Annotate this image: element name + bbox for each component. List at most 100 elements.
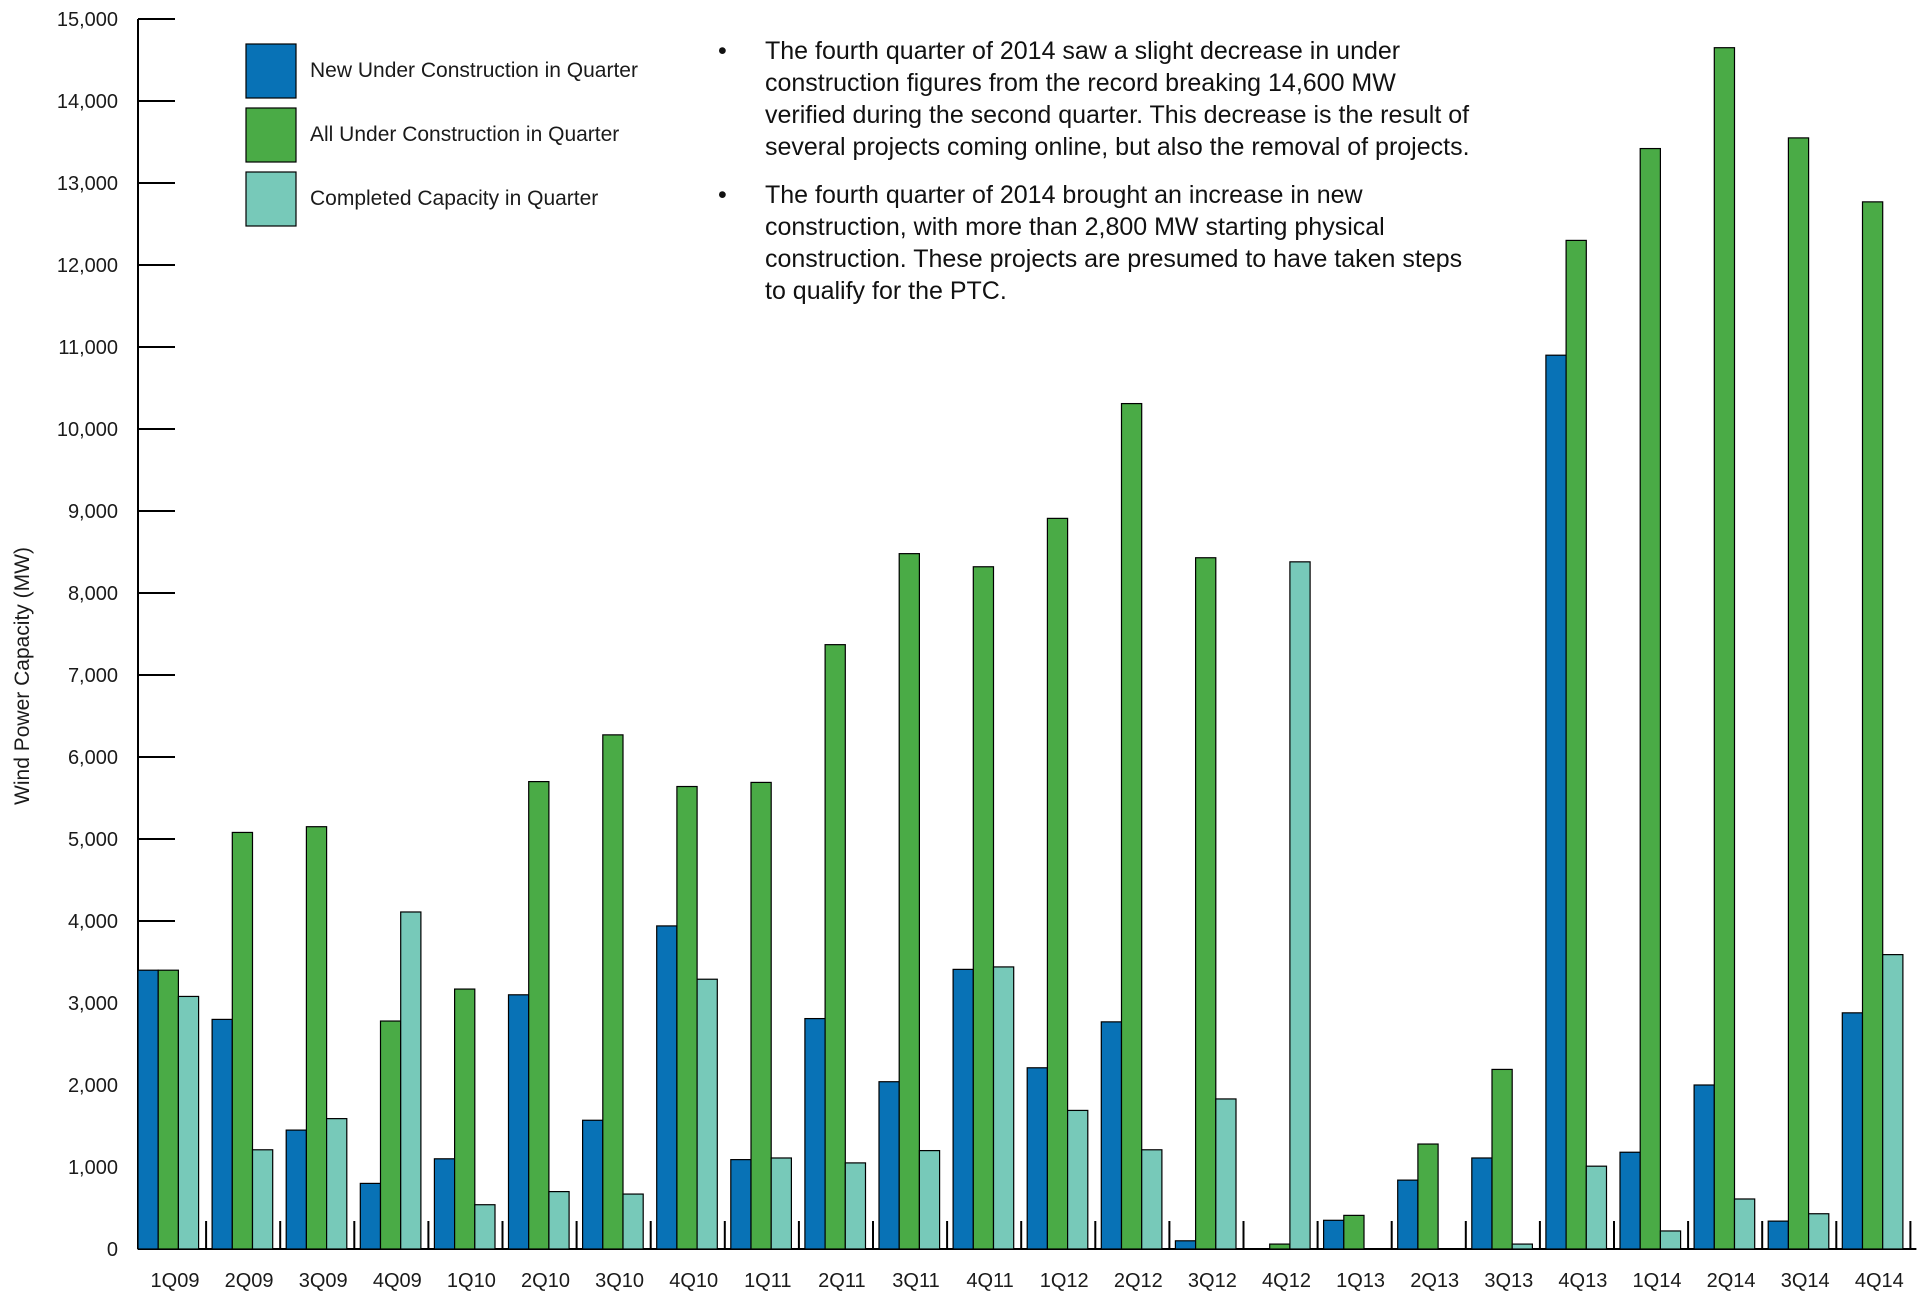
x-tick-label: 3Q12 <box>1188 1270 1237 1292</box>
bar-3Q14-series-2 <box>1787 137 1810 1250</box>
bar-2Q14-series-2 <box>1713 47 1736 1250</box>
bar-4Q14-series-2 <box>1861 201 1884 1250</box>
x-tick-label: 2Q14 <box>1707 1270 1756 1292</box>
bar-3Q09-series-2 <box>305 826 328 1250</box>
bar-2Q11-series-3 <box>844 1162 867 1250</box>
x-tick-label: 4Q10 <box>669 1270 718 1292</box>
legend-swatch <box>245 43 297 99</box>
y-tick-label: 7,000 <box>68 665 118 687</box>
x-tick-label: 2Q12 <box>1114 1270 1163 1292</box>
bar-3Q10-series-3 <box>622 1193 644 1250</box>
bar-1Q14-series-1 <box>1619 1151 1641 1250</box>
bar-1Q14-series-2 <box>1639 147 1661 1250</box>
bar-1Q11-series-3 <box>770 1157 793 1250</box>
note-bullet: • <box>718 37 727 65</box>
bar-4Q10-series-2 <box>676 785 698 1250</box>
bar-3Q11-series-3 <box>918 1149 941 1250</box>
x-tick-label: 4Q11 <box>966 1270 1013 1292</box>
x-tick-label: 1Q10 <box>447 1270 496 1292</box>
x-tick-label: 3Q09 <box>299 1270 348 1292</box>
x-tick-label: 1Q11 <box>744 1270 791 1292</box>
x-tick-label: 1Q14 <box>1633 1270 1682 1292</box>
bar-3Q12-series-2 <box>1194 557 1217 1250</box>
bar-3Q09-series-3 <box>326 1118 348 1250</box>
y-tick-label: 5,000 <box>68 829 118 851</box>
y-tick-label: 14,000 <box>57 91 118 113</box>
y-axis-title: Wind Power Capacity (MW) <box>11 547 34 805</box>
bar-2Q12-series-3 <box>1141 1149 1163 1250</box>
bar-3Q13-series-2 <box>1491 1068 1513 1250</box>
note-bullet: • <box>718 181 727 209</box>
y-tick-label: 9,000 <box>68 501 118 523</box>
bar-2Q12-series-1 <box>1100 1021 1123 1250</box>
bar-2Q14-series-1 <box>1693 1084 1715 1250</box>
note-line: to qualify for the PTC. <box>765 277 1007 305</box>
bar-4Q12-series-3 <box>1289 561 1311 1250</box>
x-tick-label: 4Q12 <box>1262 1270 1311 1292</box>
x-tick-label: 4Q09 <box>373 1270 422 1292</box>
x-tick-label: 2Q10 <box>521 1270 570 1292</box>
legend-swatch <box>245 107 297 163</box>
y-tick-label: 10,000 <box>57 419 118 441</box>
bar-2Q10-series-3 <box>548 1190 570 1250</box>
x-tick-label: 1Q09 <box>151 1270 200 1292</box>
note-line: verified during the second quarter. This… <box>765 101 1469 129</box>
x-tick-label: 4Q13 <box>1558 1270 1607 1292</box>
x-tick-label: 2Q11 <box>818 1270 865 1292</box>
bar-4Q12-series-2 <box>1269 1243 1291 1250</box>
x-tick-label: 3Q11 <box>892 1270 939 1292</box>
bar-4Q13-series-1 <box>1545 354 1567 1250</box>
y-tick-label: 2,000 <box>68 1075 118 1097</box>
x-tick-label: 4Q14 <box>1855 1270 1904 1292</box>
bar-2Q13-series-2 <box>1417 1143 1439 1250</box>
bar-1Q13-series-2 <box>1343 1214 1365 1250</box>
bar-3Q12-series-1 <box>1174 1240 1197 1250</box>
bar-4Q10-series-3 <box>696 978 718 1250</box>
x-tick-label: 1Q13 <box>1336 1270 1385 1292</box>
y-tick-label: 1,000 <box>68 1157 118 1179</box>
note-line: construction, with more than 2,800 MW st… <box>765 213 1385 241</box>
y-tick-label: 12,000 <box>57 255 118 277</box>
y-tick-label: 6,000 <box>68 747 118 769</box>
bar-3Q13-series-1 <box>1471 1157 1493 1250</box>
bar-3Q10-series-2 <box>602 734 624 1250</box>
y-tick-label: 4,000 <box>68 911 118 933</box>
bar-4Q09-series-2 <box>379 1020 402 1250</box>
y-tick-label: 0 <box>107 1239 118 1261</box>
y-tick-label: 3,000 <box>68 993 118 1015</box>
bar-2Q13-series-1 <box>1397 1179 1419 1250</box>
note-line: The fourth quarter of 2014 saw a slight … <box>765 37 1400 65</box>
note-line: construction. These projects are presume… <box>765 245 1462 273</box>
x-tick-label: 3Q14 <box>1781 1270 1830 1292</box>
bar-1Q10-series-3 <box>474 1204 496 1250</box>
x-tick-label: 3Q13 <box>1484 1270 1533 1292</box>
bar-2Q12-series-2 <box>1120 402 1143 1250</box>
y-tick-label: 8,000 <box>68 583 118 605</box>
bar-2Q09-series-2 <box>231 831 254 1250</box>
x-tick-label: 3Q10 <box>595 1270 644 1292</box>
y-axis: 0 1,000 2,000 3,000 4,000 5,000 6,000 7,000 8,00… <box>57 9 175 1261</box>
bar-4Q11-series-2 <box>972 566 995 1250</box>
legend-label: Completed Capacity in Quarter <box>310 187 598 210</box>
bar-3Q14-series-1 <box>1767 1220 1789 1250</box>
legend-label: All Under Construction in Quarter <box>310 123 619 146</box>
bar-4Q14-series-3 <box>1882 954 1904 1250</box>
bar-4Q09-series-1 <box>359 1182 382 1250</box>
legend: New Under Construction in Quarter All Und… <box>245 43 638 227</box>
bar-3Q10-series-1 <box>581 1119 604 1250</box>
bar-4Q10-series-1 <box>656 925 678 1250</box>
x-tick-label: 2Q09 <box>225 1270 274 1292</box>
bar-2Q11-series-2 <box>824 644 846 1250</box>
bar-2Q11-series-1 <box>804 1017 826 1250</box>
y-tick-label: 15,000 <box>57 9 118 31</box>
bar-1Q12-series-1 <box>1026 1067 1048 1250</box>
bar-3Q13-series-3 <box>1511 1243 1533 1250</box>
x-tick-label: 2Q13 <box>1410 1270 1459 1292</box>
y-tick-label: 11,000 <box>58 337 118 359</box>
bar-4Q11-series-3 <box>992 966 1015 1250</box>
bar-4Q13-series-2 <box>1565 239 1587 1250</box>
notes: • The fourth quarter of 2014 saw a slight… <box>718 37 1470 305</box>
bar-4Q13-series-3 <box>1585 1165 1608 1250</box>
note-line: construction figures from the record bre… <box>765 69 1396 97</box>
